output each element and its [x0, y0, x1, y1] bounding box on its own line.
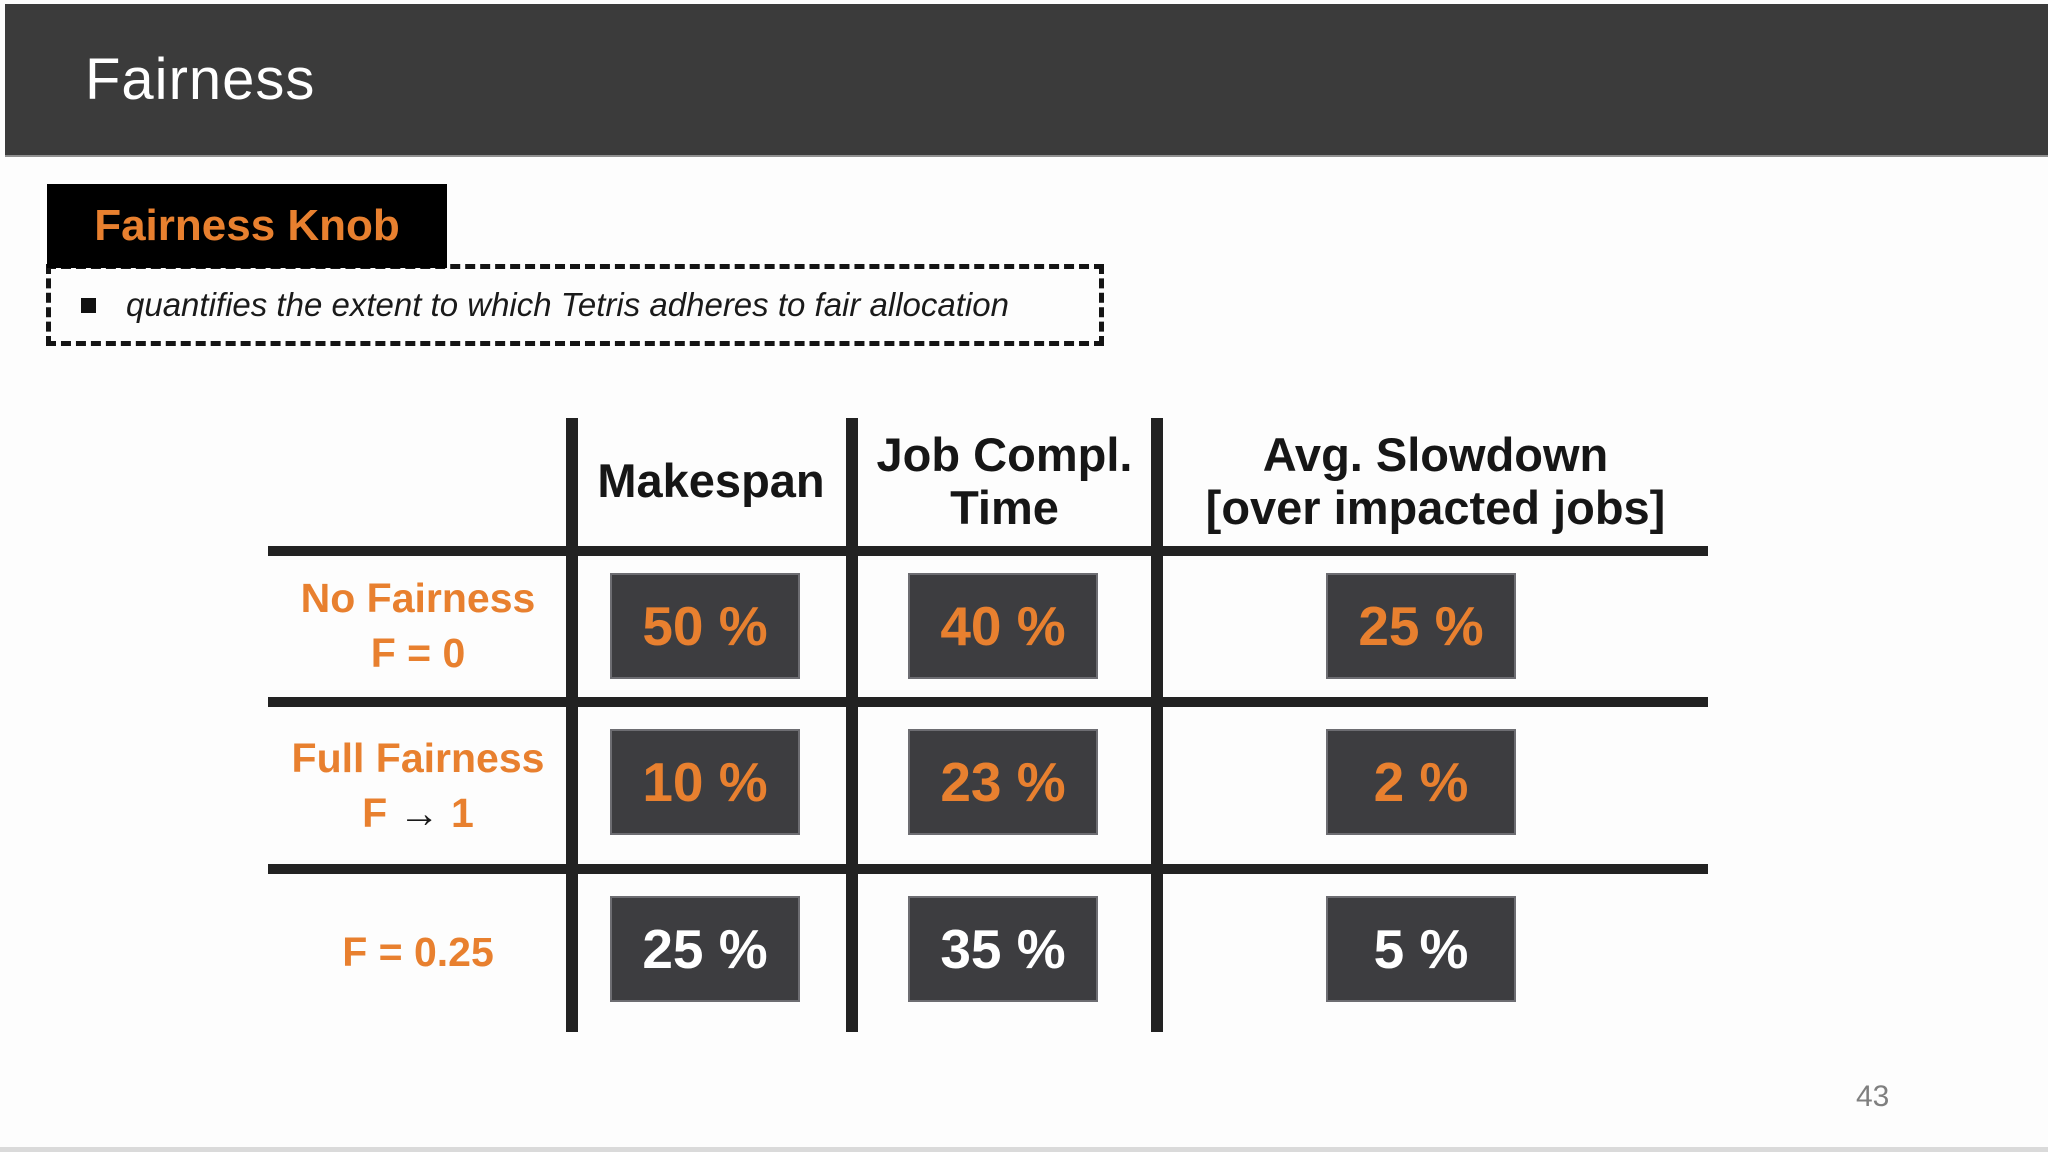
column-header-line: Makespan [597, 454, 825, 508]
value-box-row1-makespan: 50 % [610, 573, 800, 679]
table-vline-3 [1151, 418, 1163, 1032]
value-box-row3-jct: 35 % [908, 896, 1098, 1002]
value-box-row1-jct: 40 % [908, 573, 1098, 679]
row-label-no-fairness: No Fairness F = 0 [272, 556, 564, 696]
table-hline-2 [268, 697, 1708, 707]
arrow-right-icon: → [398, 790, 440, 836]
slide-bottom-edge [0, 1147, 2048, 1152]
column-header-line: Job Compl. [876, 427, 1133, 481]
row-label-line: F → 1 [272, 786, 564, 841]
row-label-f: F [362, 790, 388, 836]
column-header-avg-slowdown: Avg. Slowdown [over impacted jobs] [1165, 418, 1706, 544]
value-box-row2-slowdown: 2 % [1326, 729, 1516, 835]
row-label-f-025: F = 0.25 [272, 876, 564, 1030]
value-box-row3-slowdown: 5 % [1326, 896, 1516, 1002]
row-label-one: 1 [451, 790, 474, 836]
value-text: 25 % [1358, 595, 1484, 657]
table-vline-1 [566, 418, 578, 1032]
definition-text: quantifies the extent to which Tetris ad… [126, 286, 1009, 323]
fairness-knob-label: Fairness Knob [94, 201, 400, 250]
column-header-line: [over impacted jobs] [1205, 481, 1666, 534]
value-text: 35 % [940, 918, 1066, 980]
value-box-row2-jct: 23 % [908, 729, 1098, 835]
row-label-line: F = 0.25 [342, 929, 494, 976]
slide-title-bar: Fairness [5, 4, 2048, 157]
row-label-line: F = 0 [370, 630, 466, 676]
column-header-line: Avg. Slowdown [1262, 427, 1609, 481]
row-label-full-fairness: Full Fairness F → 1 [272, 709, 564, 863]
slide-title: Fairness [85, 47, 316, 112]
table-vline-2 [846, 418, 858, 1032]
column-header-line: Time [950, 481, 1059, 534]
value-box-row1-slowdown: 25 % [1326, 573, 1516, 679]
table-hline-1 [268, 546, 1708, 556]
bullet-square-icon [81, 297, 96, 313]
fairness-knob-callout: Fairness Knob [47, 184, 447, 268]
value-text: 50 % [642, 595, 768, 657]
table-hline-3 [268, 864, 1708, 874]
value-text: 5 % [1373, 918, 1469, 980]
value-box-row2-makespan: 10 % [610, 729, 800, 835]
definition-box: quantifies the extent to which Tetris ad… [46, 264, 1104, 346]
row-label-line: Full Fairness [291, 734, 545, 781]
value-text: 40 % [940, 595, 1066, 657]
column-header-job-completion-time: Job Compl. Time [860, 418, 1149, 544]
page-number: 43 [1856, 1080, 1890, 1113]
value-box-row3-makespan: 25 % [610, 896, 800, 1002]
value-text: 23 % [940, 751, 1066, 813]
value-text: 2 % [1373, 751, 1469, 813]
column-header-makespan: Makespan [578, 418, 844, 544]
value-text: 25 % [642, 918, 768, 980]
value-text: 10 % [642, 751, 768, 813]
row-label-line: No Fairness [300, 574, 536, 621]
